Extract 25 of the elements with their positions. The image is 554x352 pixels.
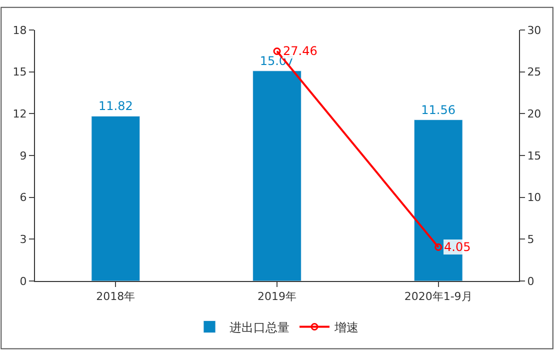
y-tick-label: 15 <box>12 66 27 79</box>
legend-label: 增速 <box>334 320 358 334</box>
legend-label: 进出口总量 <box>230 320 290 334</box>
x-tick-label: 2020年1-9月 <box>404 290 472 304</box>
y2-tick-label: 15 <box>527 149 542 162</box>
y-tick-label: 3 <box>20 233 27 246</box>
y2-tick-label: 10 <box>527 191 542 204</box>
bar <box>252 70 302 281</box>
y2-tick-label: 5 <box>527 233 534 246</box>
data-label: 11.56 <box>421 102 456 117</box>
y2-tick-label: 25 <box>527 66 542 79</box>
y-tick-label: 9 <box>20 149 27 162</box>
y-tick-label: 6 <box>20 191 27 204</box>
bar <box>91 116 140 281</box>
y2-tick-label: 30 <box>527 24 542 37</box>
y-tick-label: 0 <box>20 274 27 288</box>
y-tick-label: 12 <box>12 108 27 121</box>
x-tick-label: 2018年 <box>96 290 136 304</box>
data-label: 27.46 <box>283 44 318 58</box>
y-tick-label: 18 <box>12 24 27 37</box>
data-label: 4.05 <box>444 240 471 254</box>
y2-tick-label: 20 <box>527 108 542 121</box>
x-tick-label: 2019年 <box>258 290 296 304</box>
y2-tick-label: 0 <box>527 274 534 288</box>
data-label: 11.82 <box>98 99 133 114</box>
